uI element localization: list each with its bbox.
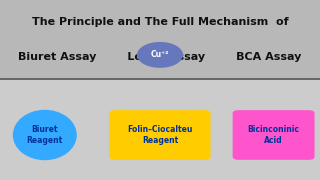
FancyBboxPatch shape bbox=[109, 110, 211, 160]
Text: Cu⁺²: Cu⁺² bbox=[151, 50, 169, 59]
Text: Bicinconinic
Acid: Bicinconinic Acid bbox=[248, 125, 300, 145]
Text: Biuret
Reagent: Biuret Reagent bbox=[27, 125, 63, 145]
Text: Biuret Assay        Lowry Assay        BCA Assay: Biuret Assay Lowry Assay BCA Assay bbox=[18, 52, 302, 62]
Circle shape bbox=[137, 42, 183, 68]
Ellipse shape bbox=[13, 110, 77, 160]
Text: Folin–Ciocalteu
Reagent: Folin–Ciocalteu Reagent bbox=[127, 125, 193, 145]
FancyBboxPatch shape bbox=[233, 110, 315, 160]
Text: The Principle and The Full Mechanism  of: The Principle and The Full Mechanism of bbox=[32, 17, 288, 27]
FancyBboxPatch shape bbox=[0, 0, 320, 79]
